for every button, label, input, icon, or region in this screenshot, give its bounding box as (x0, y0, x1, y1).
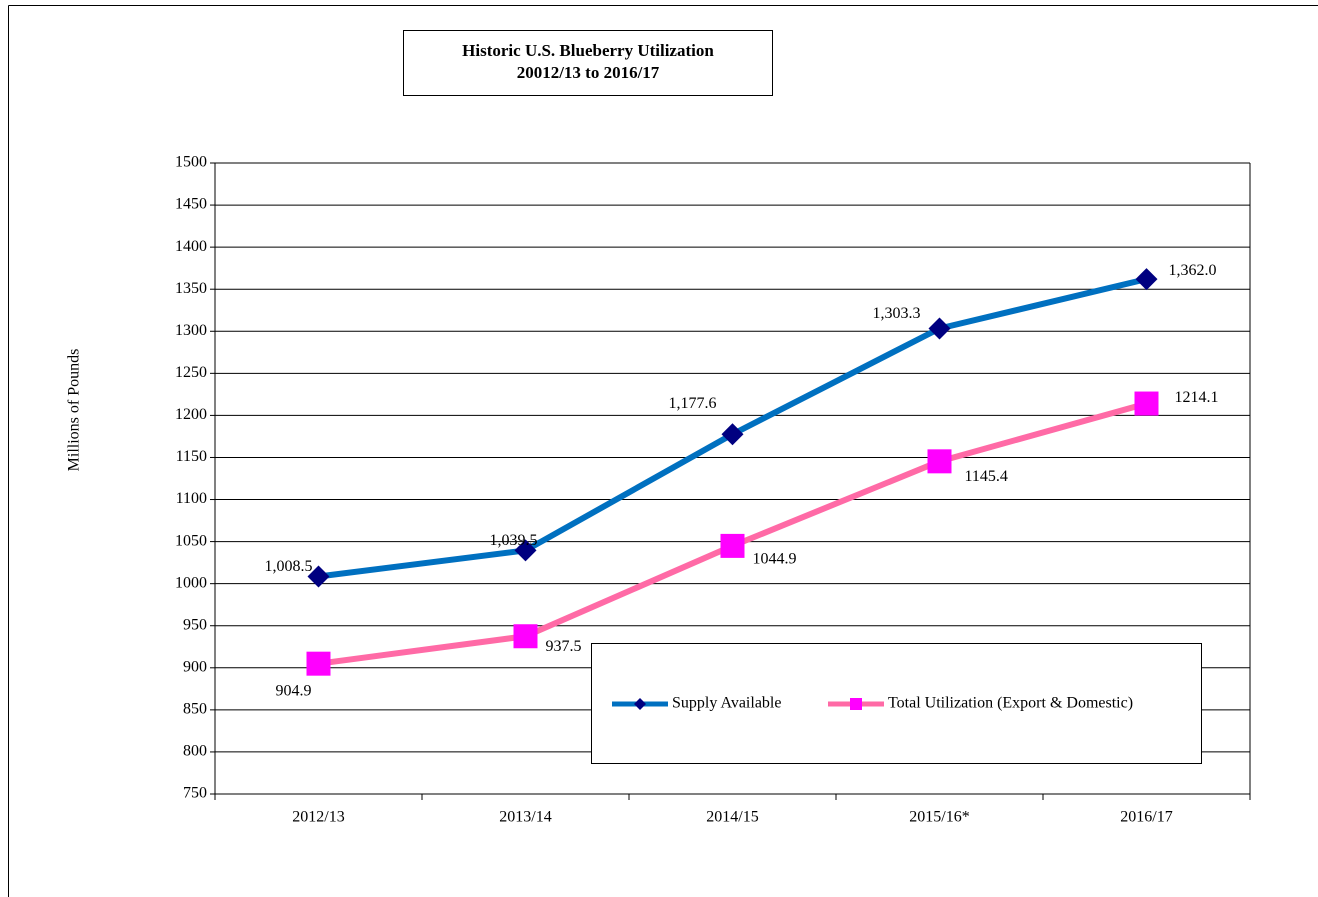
y-tick-label: 1050 (175, 532, 207, 549)
x-tick-label: 2016/17 (1120, 809, 1172, 826)
title-box (403, 30, 773, 96)
legend-marker (634, 698, 646, 710)
data-label: 1214.1 (1175, 389, 1219, 406)
marker (927, 449, 952, 474)
y-tick-label: 850 (183, 701, 207, 718)
data-label: 1,303.3 (873, 305, 921, 322)
x-tick-label: 2015/16* (909, 809, 969, 826)
y-tick-label: 1450 (175, 196, 207, 213)
marker (1135, 268, 1158, 291)
data-label: 904.9 (276, 682, 312, 699)
x-tick-label: 2012/13 (292, 809, 344, 826)
y-tick-label: 800 (183, 743, 207, 760)
marker (720, 533, 745, 558)
data-label: 1145.4 (965, 468, 1008, 485)
marker (307, 565, 330, 588)
y-tick-label: 1150 (176, 448, 207, 465)
marker (514, 539, 537, 562)
marker (928, 317, 951, 340)
x-tick-label: 2013/14 (499, 809, 551, 826)
marker (721, 423, 744, 446)
y-tick-label: 1400 (175, 238, 207, 255)
y-tick-label: 1250 (175, 364, 207, 381)
x-tick-label: 2014/15 (706, 809, 758, 826)
legend-marker (850, 698, 862, 710)
y-tick-label: 1300 (175, 322, 207, 339)
y-tick-label: 1000 (175, 574, 207, 591)
y-tick-label: 1350 (175, 280, 207, 297)
data-label: 1,177.6 (669, 395, 717, 412)
data-label: 1044.9 (753, 551, 797, 568)
chart-subtitle: 20012/13 to 2016/17 (517, 63, 660, 82)
y-tick-label: 950 (183, 616, 207, 633)
legend-box (591, 643, 1202, 764)
chart-title: Historic U.S. Blueberry Utilization (462, 41, 714, 60)
y-tick-label: 750 (183, 785, 207, 802)
data-label: 1,008.5 (265, 558, 313, 575)
y-axis-label: Millions of Pounds (66, 349, 83, 472)
data-label: 1,039.5 (490, 532, 538, 549)
marker (1134, 391, 1159, 416)
y-tick-label: 1200 (175, 406, 207, 423)
y-tick-label: 1500 (175, 154, 207, 171)
y-tick-label: 900 (183, 658, 207, 675)
legend-label: Supply Available (672, 695, 781, 712)
legend-label: Total Utilization (Export & Domestic) (888, 695, 1133, 712)
y-tick-label: 1100 (176, 490, 207, 507)
marker (306, 651, 331, 676)
data-label: 1,362.0 (1169, 262, 1217, 279)
marker (513, 624, 538, 649)
data-label: 937.5 (546, 638, 582, 655)
